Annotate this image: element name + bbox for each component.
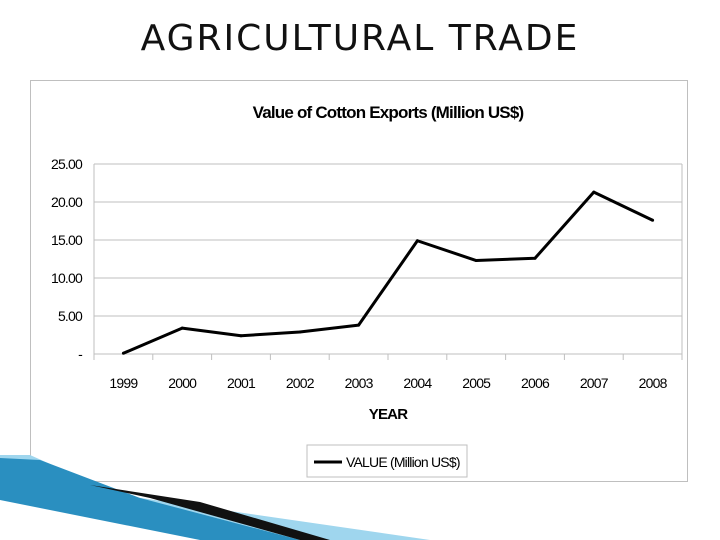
series-line — [122, 190, 654, 355]
x-tick-label: 2000 — [168, 375, 197, 391]
line-chart: Value of Cotton Exports (Million US$) 25.… — [51, 103, 683, 478]
data-point — [239, 334, 243, 338]
y-tick-label: 25.00 — [51, 156, 83, 172]
data-point — [651, 218, 655, 222]
data-point — [357, 323, 361, 327]
slide-title: AGRICULTURAL TRADE — [140, 18, 580, 59]
x-tick-label: 2007 — [580, 375, 609, 391]
data-point — [592, 190, 596, 194]
decorative-swoosh — [0, 455, 430, 540]
data-point — [121, 351, 125, 355]
x-axis-label: YEAR — [369, 406, 408, 423]
chart-title: Value of Cotton Exports (Million US$) — [253, 103, 524, 122]
data-point — [180, 326, 184, 330]
chart-frame: Value of Cotton Exports (Million US$) 25.… — [30, 80, 688, 482]
y-tick-label: - — [78, 346, 83, 362]
y-tick-label: 5.00 — [58, 308, 83, 324]
x-tick-label: 1999 — [109, 375, 138, 391]
x-tick-label: 2003 — [345, 375, 374, 391]
y-tick-label: 10.00 — [51, 270, 83, 286]
swoosh-dark — [90, 485, 330, 540]
data-point — [533, 256, 537, 260]
x-tick-label: 2004 — [403, 375, 432, 391]
x-tick-label: 2008 — [639, 375, 668, 391]
x-tick-label: 2006 — [521, 375, 550, 391]
x-tick-label: 2001 — [227, 375, 256, 391]
data-point — [474, 259, 478, 263]
data-point — [298, 330, 302, 334]
legend-label: VALUE (Million US$) — [346, 454, 460, 470]
swoosh-blue — [0, 458, 300, 540]
y-tick-label: 15.00 — [51, 232, 83, 248]
data-point — [415, 239, 419, 243]
x-tick-label: 2005 — [462, 375, 491, 391]
y-tick-label: 20.00 — [51, 194, 83, 210]
x-tick-label: 2002 — [286, 375, 315, 391]
